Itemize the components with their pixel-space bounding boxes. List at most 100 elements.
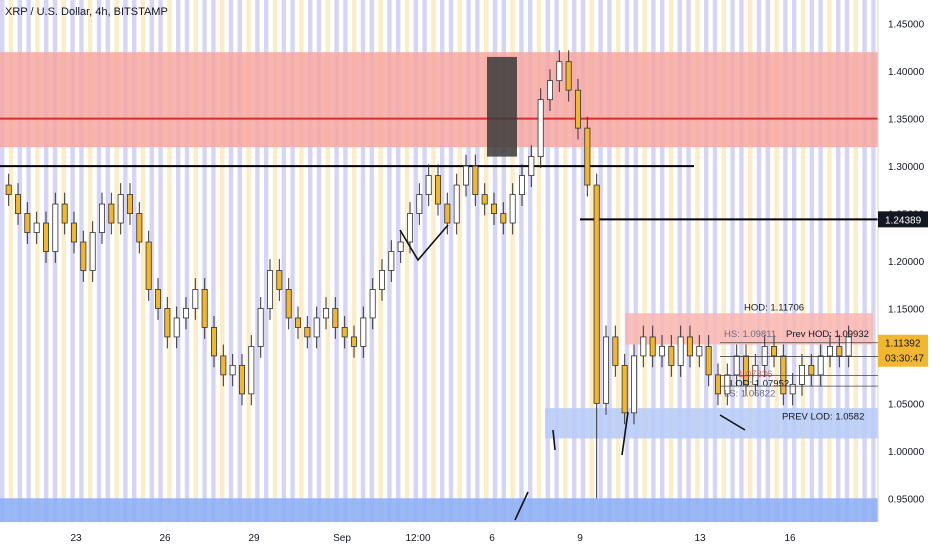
session-band	[290, 0, 295, 522]
candle-body	[61, 203, 68, 224]
candle-body	[341, 327, 348, 338]
red-supply-zone	[0, 52, 878, 148]
candle-body	[71, 222, 78, 243]
session-band	[466, 0, 471, 522]
session-band	[818, 0, 823, 522]
highlight-box	[487, 56, 517, 157]
candle-body	[593, 184, 600, 404]
session-band	[352, 0, 357, 522]
candle-body	[350, 336, 357, 347]
x-tick-label: 16	[784, 533, 796, 544]
candle-body	[519, 175, 526, 195]
session-band	[536, 0, 542, 522]
session-band	[783, 0, 788, 522]
session-band	[457, 0, 462, 522]
session-band	[774, 0, 779, 522]
candle-body	[705, 346, 712, 376]
y-tick-label: 1.00000	[888, 447, 925, 458]
session-band	[202, 0, 207, 522]
session-band	[334, 0, 339, 522]
candle-body	[52, 203, 59, 252]
candle-body	[173, 317, 180, 338]
candle-body	[5, 184, 12, 195]
annotation-arrow	[514, 491, 529, 521]
session-band	[792, 0, 797, 522]
candle-body	[761, 346, 768, 366]
candle-body	[14, 194, 21, 214]
candle-body	[575, 89, 582, 129]
candle-body	[612, 336, 619, 366]
session-band	[237, 0, 242, 522]
candle-body	[192, 289, 199, 309]
session-band	[580, 0, 586, 522]
candle-body	[771, 346, 778, 357]
candle-body	[603, 336, 610, 404]
candle-body	[845, 336, 852, 357]
session-band	[17, 0, 22, 522]
candle-body	[668, 346, 675, 366]
candle-body	[80, 241, 87, 271]
session-band	[809, 0, 814, 522]
candle-body	[799, 364, 806, 385]
session-band	[316, 0, 322, 522]
session-band	[651, 0, 656, 522]
candle-body	[285, 289, 292, 319]
candle-body	[397, 241, 404, 252]
current-price-label: 1.11392	[885, 339, 921, 350]
candle-body	[294, 317, 301, 328]
candle-body	[500, 213, 507, 224]
session-band	[660, 0, 665, 522]
candle-body	[472, 165, 479, 195]
candle-body	[210, 327, 217, 357]
candle-body	[322, 308, 329, 319]
y-axis-bg	[878, 0, 932, 550]
session-band	[572, 0, 577, 522]
session-band	[96, 0, 102, 522]
session-band	[264, 0, 269, 522]
candle-body	[313, 317, 320, 338]
candle-body	[780, 355, 787, 395]
session-band	[176, 0, 181, 522]
x-tick-label: 12:00	[405, 533, 430, 544]
session-band	[184, 0, 190, 522]
session-band	[369, 0, 374, 522]
session-band	[589, 0, 594, 522]
x-tick-label: 23	[70, 533, 82, 544]
candle-body	[238, 364, 245, 395]
session-band	[105, 0, 110, 522]
y-tick-label: 1.40000	[888, 67, 925, 78]
candle-body	[257, 308, 264, 347]
session-band	[325, 0, 330, 522]
session-band	[510, 0, 515, 522]
candle-body	[715, 374, 722, 395]
candle-body	[836, 346, 843, 357]
session-band	[721, 0, 726, 522]
candle-body	[462, 165, 469, 186]
session-band	[545, 0, 550, 522]
session-band	[800, 0, 806, 522]
session-band	[299, 0, 304, 522]
candle-body	[649, 336, 656, 357]
y-tick-label: 1.20000	[888, 257, 925, 268]
candle-body	[378, 270, 385, 290]
candle-body	[276, 270, 283, 290]
session-band	[836, 0, 841, 522]
session-band	[220, 0, 225, 522]
session-band	[607, 0, 612, 522]
session-band	[378, 0, 383, 522]
session-band	[616, 0, 621, 522]
candle-body	[444, 203, 451, 224]
candle-body	[752, 364, 759, 385]
session-band	[308, 0, 313, 522]
candle-body	[537, 99, 544, 158]
level-annotation: LS: 1.06822	[724, 389, 775, 400]
candle-body	[509, 194, 516, 224]
candle-body	[332, 308, 339, 328]
session-band	[448, 0, 454, 522]
session-band	[272, 0, 278, 522]
candle-body	[127, 194, 134, 214]
candle-body	[640, 336, 647, 357]
candle-body	[434, 175, 441, 205]
session-band	[8, 0, 14, 522]
